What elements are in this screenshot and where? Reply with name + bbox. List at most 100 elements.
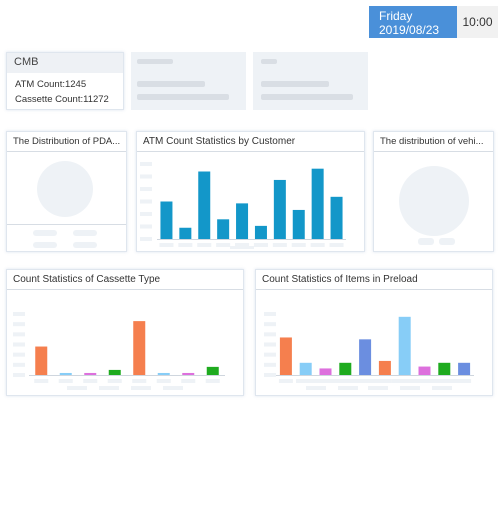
bar (84, 372, 97, 375)
x-tick-placeholder (457, 379, 472, 383)
x-tick-placeholder (58, 379, 73, 383)
y-tick-placeholder (140, 162, 152, 166)
bar (35, 346, 48, 375)
x-tick-placeholder (197, 243, 212, 247)
cassette-type-panel[interactable]: Count Statistics of Cassette Type (6, 269, 244, 396)
y-tick-placeholder (264, 332, 276, 337)
x-tick-placeholder (156, 379, 171, 383)
x-tick-placeholder (159, 243, 174, 247)
time-badge: 10:00 (457, 6, 498, 38)
label-placeholder (432, 386, 452, 390)
pie-placeholder (37, 161, 93, 217)
bar (182, 372, 195, 375)
atm-count-panel[interactable]: ATM Count Statistics by Customer (136, 131, 365, 252)
x-axis (276, 375, 474, 376)
y-tick-placeholder (13, 342, 25, 347)
bar (299, 362, 312, 375)
x-axis (29, 375, 225, 376)
y-tick-placeholder (140, 174, 152, 179)
y-tick-placeholder (13, 373, 25, 377)
bar (311, 168, 324, 239)
x-tick-placeholder (34, 379, 49, 383)
bar (179, 227, 192, 239)
pda-distribution-panel[interactable]: The Distribution of PDA... (6, 131, 127, 252)
pie-placeholder (399, 166, 469, 236)
y-tick-placeholder (264, 362, 276, 367)
x-tick-placeholder (272, 243, 287, 247)
x-tick-placeholder (216, 243, 231, 247)
x-tick-placeholder (253, 243, 268, 247)
preload-items-chart (264, 312, 474, 390)
bar (59, 372, 72, 375)
bar (198, 171, 211, 239)
x-tick-placeholder (181, 379, 196, 383)
summary-card[interactable]: CMB ATM Count:1245 Cassette Count:11272 (6, 52, 124, 110)
x-tick-placeholder (235, 243, 250, 247)
y-tick-placeholder (140, 199, 152, 204)
label-placeholder (131, 386, 151, 390)
preload-items-panel[interactable]: Count Statistics of Items in Preload (255, 269, 493, 396)
bar (254, 225, 267, 239)
panel-title: Count Statistics of Cassette Type (7, 270, 243, 290)
bar (133, 321, 146, 375)
y-tick-placeholder (13, 312, 25, 316)
bar (206, 366, 219, 375)
label-placeholder (338, 386, 358, 390)
label-placeholder (163, 386, 183, 390)
bar (157, 372, 170, 375)
atm-count-chart (140, 162, 346, 249)
bar (108, 369, 121, 375)
bar (236, 203, 249, 239)
bar (292, 209, 305, 239)
bar (279, 337, 292, 375)
bar (359, 339, 372, 375)
bar (273, 179, 286, 239)
y-tick-placeholder (264, 312, 276, 316)
x-tick-placeholder (178, 243, 193, 247)
day-label: Friday (379, 9, 413, 23)
bar (378, 360, 391, 375)
x-tick-placeholder (310, 243, 325, 247)
x-tick-placeholder (107, 379, 122, 383)
y-tick-placeholder (264, 342, 276, 347)
bar (217, 219, 230, 239)
atm-count: ATM Count:1245 (15, 79, 87, 90)
y-tick-placeholder (140, 237, 152, 241)
y-tick-placeholder (13, 352, 25, 357)
label-placeholder (306, 386, 326, 390)
panel-title: Count Statistics of Items in Preload (256, 270, 492, 290)
bar (160, 201, 173, 239)
y-tick-placeholder (140, 224, 152, 229)
y-tick-placeholder (140, 187, 152, 191)
y-tick-placeholder (264, 322, 276, 327)
bar (319, 368, 332, 375)
label-placeholder (230, 246, 254, 249)
bar (330, 196, 343, 239)
loading-card (131, 52, 246, 110)
loading-card (253, 52, 368, 110)
x-tick-placeholder (329, 243, 344, 247)
y-tick-placeholder (13, 322, 25, 327)
x-tick-placeholder (278, 379, 293, 383)
y-tick-placeholder (13, 362, 25, 367)
label-placeholder (392, 379, 462, 383)
y-tick-placeholder (264, 373, 276, 377)
x-axis (157, 239, 346, 240)
bar (398, 316, 411, 375)
date-badge: Friday 2019/08/23 (369, 6, 457, 38)
bar (438, 362, 451, 375)
bar (339, 362, 352, 375)
label-placeholder (99, 386, 119, 390)
y-tick-placeholder (264, 352, 276, 357)
bar (418, 366, 431, 375)
panel-title: The Distribution of PDA... (7, 132, 126, 152)
date-label: 2019/08/23 (379, 23, 440, 37)
panel-title: ATM Count Statistics by Customer (137, 132, 364, 152)
bar (458, 362, 471, 375)
cassette-type-chart (13, 312, 225, 390)
label-placeholder (296, 379, 386, 383)
vehicle-distribution-panel[interactable]: The distribution of vehi... (373, 131, 494, 252)
summary-title: CMB (7, 53, 123, 73)
panel-title: The distribution of vehi... (374, 132, 493, 152)
y-tick-placeholder (140, 212, 152, 216)
